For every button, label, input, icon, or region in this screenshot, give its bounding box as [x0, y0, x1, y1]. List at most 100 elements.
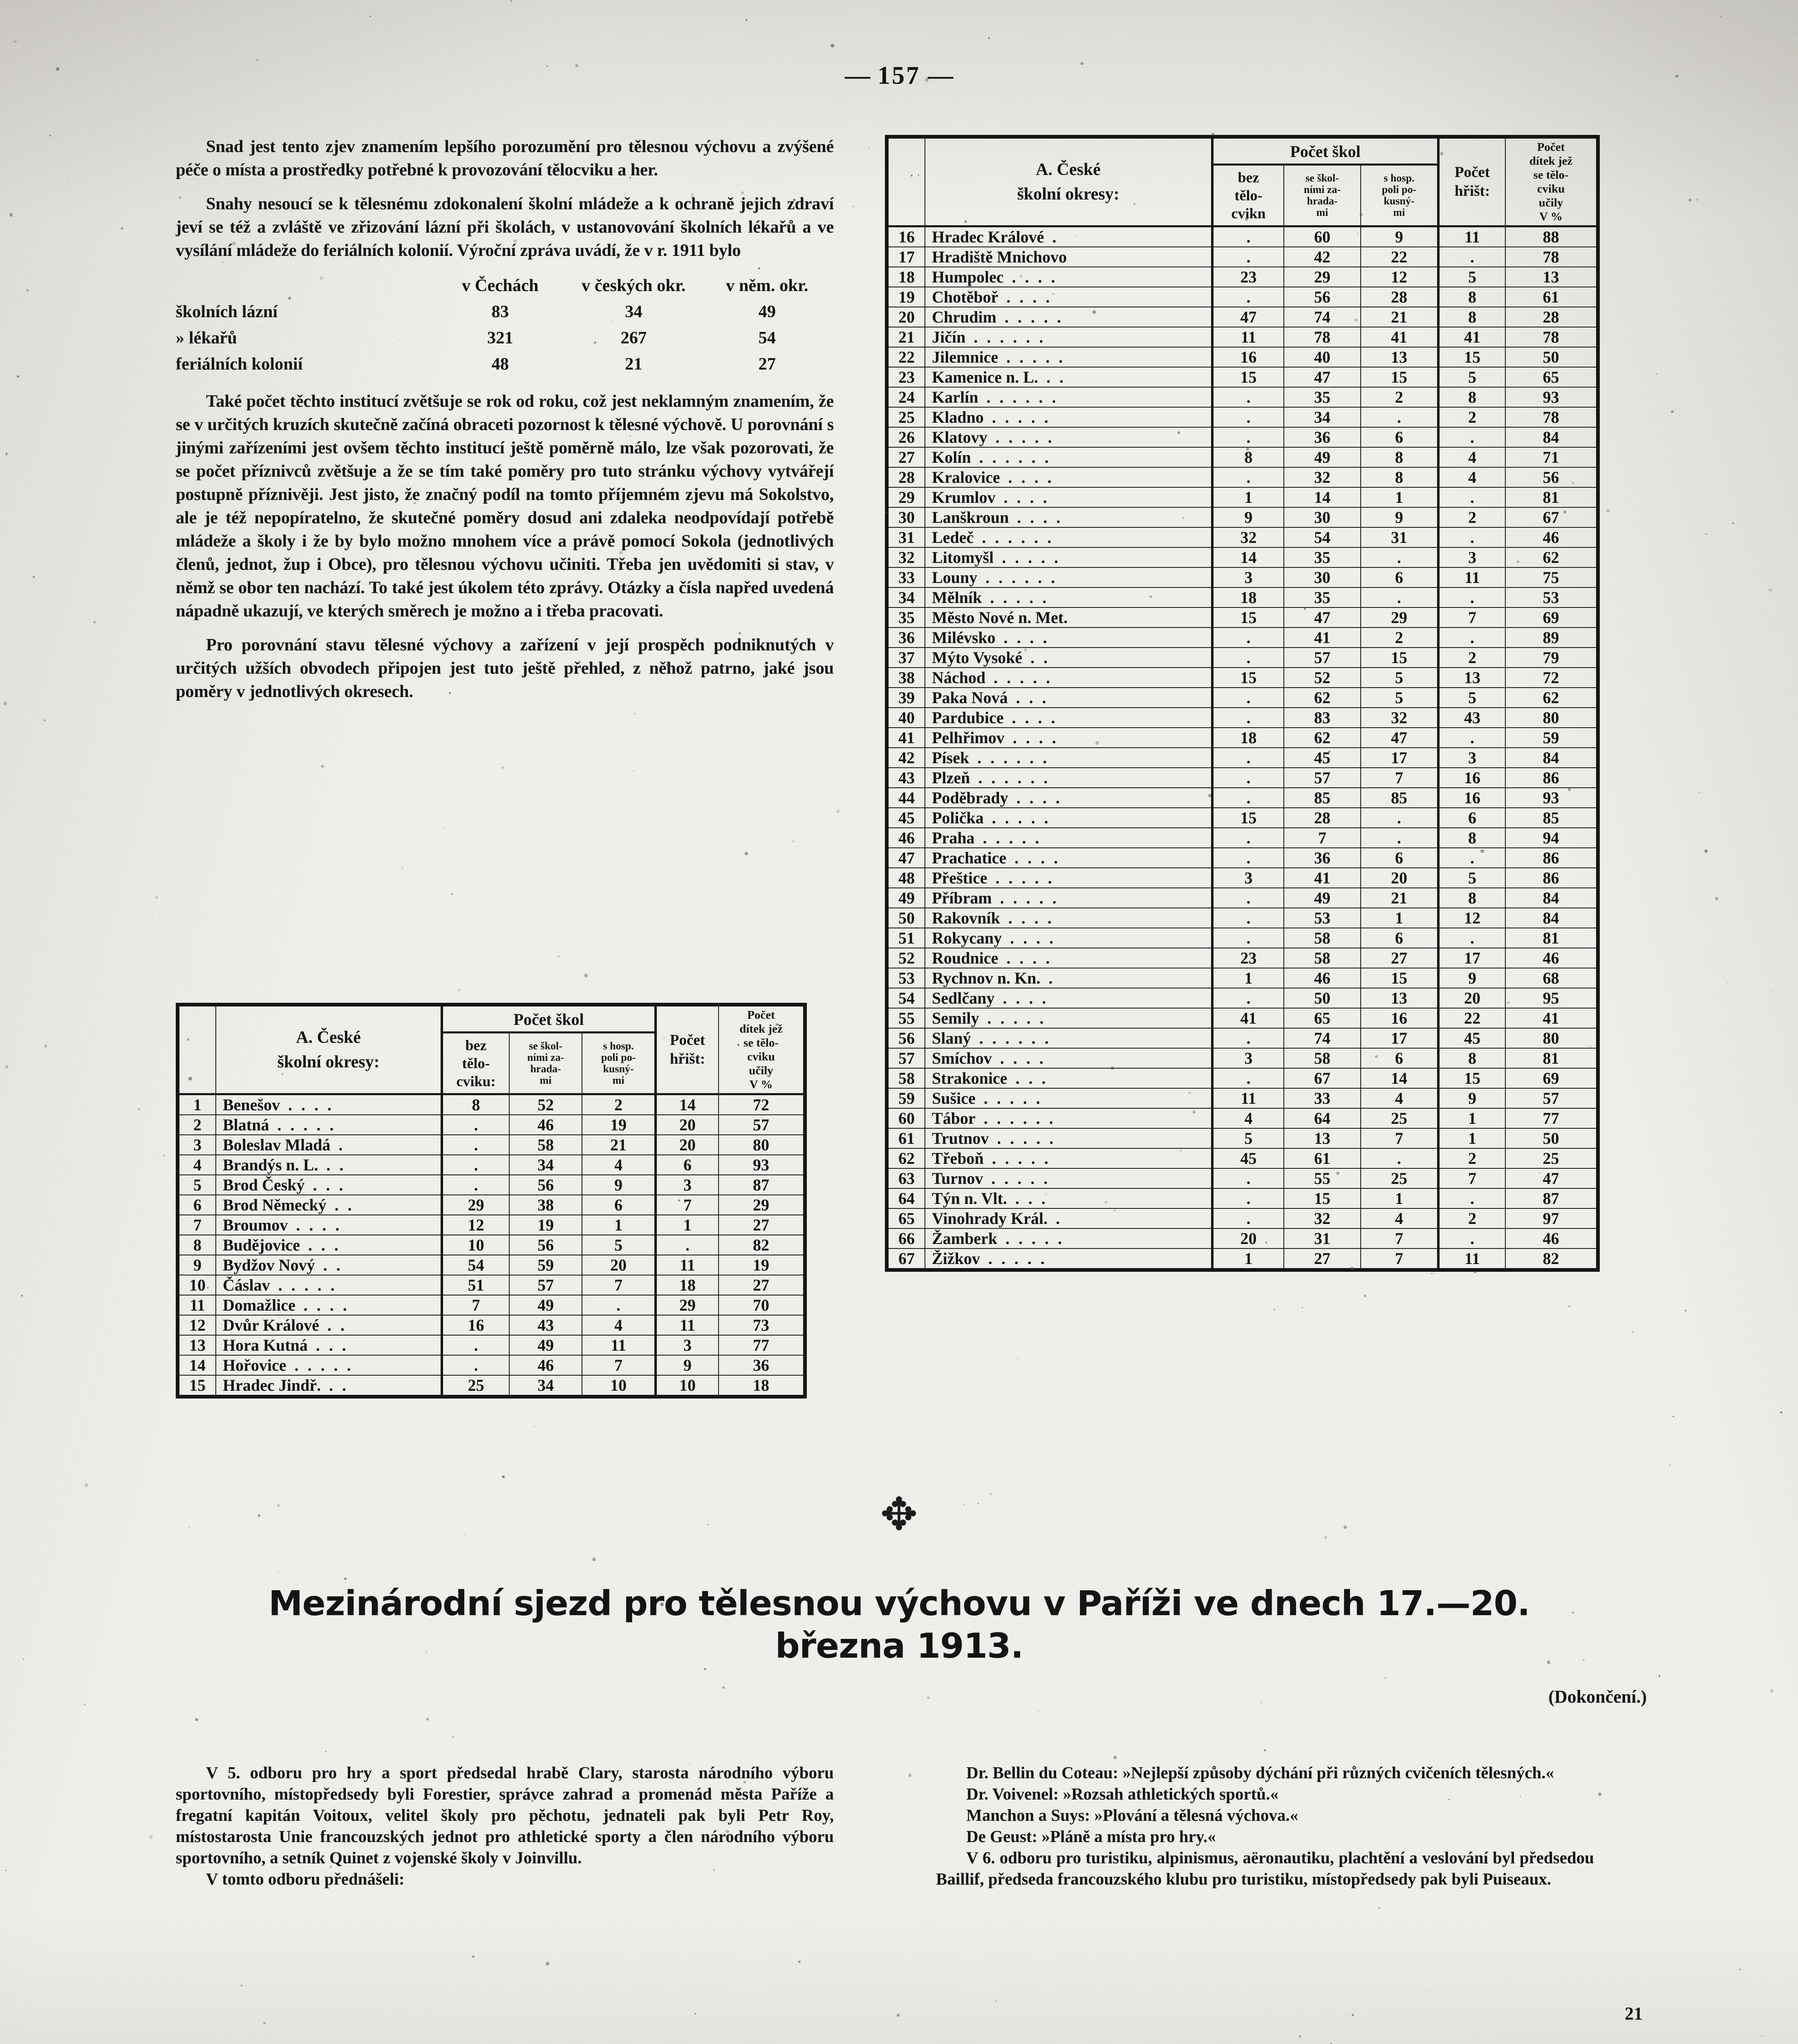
header-percent-text: Počet dítek jež se tělo- cviku učily V % — [739, 1009, 783, 1091]
row-percent: 87 — [1505, 1188, 1597, 1209]
row-experimental-fields: 7 — [582, 1275, 656, 1295]
leader-dots: . . . . . — [1002, 548, 1061, 567]
row-without-gym: 18 — [1211, 587, 1284, 608]
row-experimental-fields: 7 — [1360, 1128, 1439, 1149]
row-experimental-fields: 6 — [582, 1195, 656, 1215]
table-row: 40 Pardubice . . . .. 83 32 43 80 — [888, 707, 1597, 728]
row-without-gym: 23 — [1211, 267, 1284, 287]
stats-row: školních lázní 83 34 49 — [176, 299, 834, 325]
scan-speck — [33, 576, 35, 578]
row-index: 57 — [888, 1048, 925, 1069]
row-percent: 53 — [1505, 587, 1597, 608]
scan-speck — [510, 0, 513, 2]
leader-dots: . . . . — [1010, 929, 1056, 947]
header-index — [179, 1006, 216, 1095]
scan-speck — [43, 719, 46, 722]
row-without-gym: 9 — [1211, 507, 1284, 528]
header-playgrounds-text: Počet hřišt: — [1454, 164, 1490, 199]
district-label: Sedlčany — [932, 989, 1003, 1007]
leader-dots: . . . . — [1014, 849, 1061, 867]
row-percent: 65 — [1505, 367, 1597, 388]
row-without-gym: . — [1211, 988, 1284, 1009]
row-playgrounds: 1 — [1437, 1128, 1506, 1149]
row-experimental-fields: . — [1360, 827, 1439, 848]
headline-line-1: Mezinárodní sjezd pro tělesnou výchovu v… — [269, 1583, 1530, 1623]
header-district-line2: školní okresy: — [1017, 185, 1120, 204]
scan-speck — [5, 452, 8, 455]
row-percent: 95 — [1505, 988, 1597, 1009]
row-without-gym: . — [1211, 247, 1284, 267]
row-without-gym: . — [1211, 827, 1284, 848]
row-index: 53 — [888, 968, 925, 988]
scan-speck — [426, 1718, 429, 1721]
row-experimental-fields: 21 — [1360, 307, 1439, 327]
stats-value: 48 — [491, 354, 509, 374]
scan-speck — [1772, 990, 1773, 992]
district-label: Hradec Jindř. — [223, 1376, 329, 1394]
row-index: 37 — [888, 647, 925, 668]
row-without-gym: 51 — [441, 1275, 510, 1295]
district-label: Slaný — [932, 1029, 979, 1047]
scan-speck — [1761, 2034, 1763, 2037]
header-group-schools: Počet škol — [1211, 138, 1439, 166]
stats-value: 49 — [758, 302, 776, 321]
row-percent: 27 — [718, 1215, 804, 1235]
row-without-gym: . — [1211, 687, 1284, 708]
row-school-gardens: 34 — [509, 1154, 582, 1175]
row-school-gardens: 30 — [1283, 507, 1361, 528]
scan-speck — [325, 1751, 327, 1752]
row-school-gardens: 35 — [1283, 387, 1361, 408]
scan-speck — [452, 1736, 454, 1738]
table-row: 5 Brod Český . . .. 56 9 3 87 — [179, 1174, 804, 1195]
row-playgrounds: 18 — [654, 1275, 719, 1295]
stats-value: 267 — [620, 328, 647, 347]
row-experimental-fields: 32 — [1360, 707, 1439, 728]
paragraph-3: Také počet těchto institucí zvětšuje se … — [176, 392, 834, 621]
row-playgrounds: 2 — [1437, 507, 1506, 528]
row-district-name: Paka Nová . . . — [925, 687, 1213, 708]
scan-speck — [320, 764, 324, 768]
scan-speck — [5, 1065, 8, 1068]
row-without-gym: 3 — [1211, 1048, 1284, 1069]
district-label: Rokycany — [932, 929, 1010, 947]
leader-dots: . . . . — [1000, 1049, 1046, 1067]
leader-dots: . . . . . . — [979, 1029, 1051, 1047]
row-experimental-fields: 1 — [1360, 1188, 1439, 1209]
row-school-gardens: 15 — [1283, 1188, 1361, 1209]
row-without-gym: 1 — [1211, 487, 1284, 508]
leader-dots: . . . . — [1008, 468, 1054, 486]
row-experimental-fields: 16 — [1360, 1008, 1439, 1029]
paragraph-2: Snahy nesoucí se k tělesnému zdokonalení… — [176, 194, 834, 260]
article-paragraph: De Geust: »Pláně a místa pro hry.« — [966, 1827, 1216, 1846]
article-paragraph: V 6. odboru pro turistiku, alpinismus, a… — [936, 1848, 1594, 1888]
district-label: Jilemnice — [932, 348, 1007, 366]
row-experimental-fields: 15 — [1360, 968, 1439, 988]
row-percent: 94 — [1505, 827, 1597, 848]
row-playgrounds: 11 — [1437, 226, 1506, 247]
row-playgrounds: 3 — [1437, 547, 1506, 568]
district-label: Louny — [932, 568, 986, 587]
row-school-gardens: 64 — [1283, 1108, 1361, 1129]
row-experimental-fields: 5 — [582, 1235, 656, 1255]
scan-speck — [831, 44, 835, 48]
table-row: 63 Turnov . . . . .. 55 25 7 47 — [888, 1168, 1597, 1189]
scan-speck — [240, 1984, 243, 1987]
table-row: 52 Roudnice . . . . 23 58 27 17 46 — [888, 948, 1597, 968]
row-playgrounds: 2 — [1437, 407, 1506, 428]
row-experimental-fields: 2 — [582, 1094, 656, 1115]
row-without-gym: . — [441, 1134, 510, 1155]
row-playgrounds: 9 — [654, 1355, 719, 1376]
row-index: 58 — [888, 1068, 925, 1089]
leader-dots: . . . . . — [994, 668, 1053, 687]
district-label: Hora Kutná — [223, 1336, 316, 1354]
row-district-name: Třeboň . . . . . — [925, 1148, 1213, 1169]
table-row: 58 Strakonice . . .. 67 14 15 69 — [888, 1068, 1597, 1089]
row-percent: 36 — [718, 1355, 804, 1376]
row-playgrounds: 11 — [1437, 1248, 1506, 1269]
scan-speck — [1431, 1273, 1433, 1274]
district-label: Kralovice — [932, 468, 1008, 486]
scan-speck — [798, 1961, 801, 1963]
table-body-right: 16 Hradec Králové .. 60 9 11 88 17 Hradiště Mni… — [888, 226, 1597, 1269]
row-school-gardens: 58 — [1283, 1048, 1361, 1069]
